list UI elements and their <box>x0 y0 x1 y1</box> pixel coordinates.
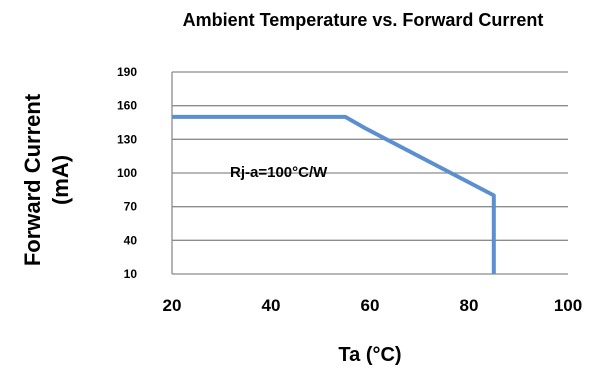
y-tick-label-130: 130 <box>117 132 137 146</box>
y-tick-label-70: 70 <box>124 200 138 214</box>
x-tick-label-40: 40 <box>262 296 281 315</box>
y-tick-label-100: 100 <box>117 166 137 180</box>
y-tick-label-40: 40 <box>124 233 138 247</box>
x-tick-label-20: 20 <box>163 296 182 315</box>
y-tick-label-190: 190 <box>117 65 137 79</box>
series-line-0 <box>172 114 496 274</box>
series-layer <box>172 114 496 274</box>
y-axis-label-line-2: (mA) <box>48 155 73 205</box>
y-axis-label-line-1: Forward Current <box>20 93 45 266</box>
x-tick-label-100: 100 <box>554 296 582 315</box>
y-tick-labels: 10 40 70 100 130 160 190 <box>117 65 137 281</box>
axes <box>171 72 568 275</box>
x-tick-label-60: 60 <box>361 296 380 315</box>
x-tick-labels: 20 40 60 80 100 <box>163 296 583 315</box>
y-tick-label-160: 160 <box>117 99 137 113</box>
x-axis-label: Ta (°C) <box>338 344 401 366</box>
x-tick-label-80: 80 <box>460 296 479 315</box>
y-axis-label: Forward Current (mA) <box>20 93 73 266</box>
annotation-rj-a: Rj-a=100°C/W <box>230 164 328 181</box>
y-tick-label-10: 10 <box>124 267 138 281</box>
grid-lines <box>172 71 568 241</box>
chart-title: Ambient Temperature vs. Forward Current <box>183 10 544 30</box>
